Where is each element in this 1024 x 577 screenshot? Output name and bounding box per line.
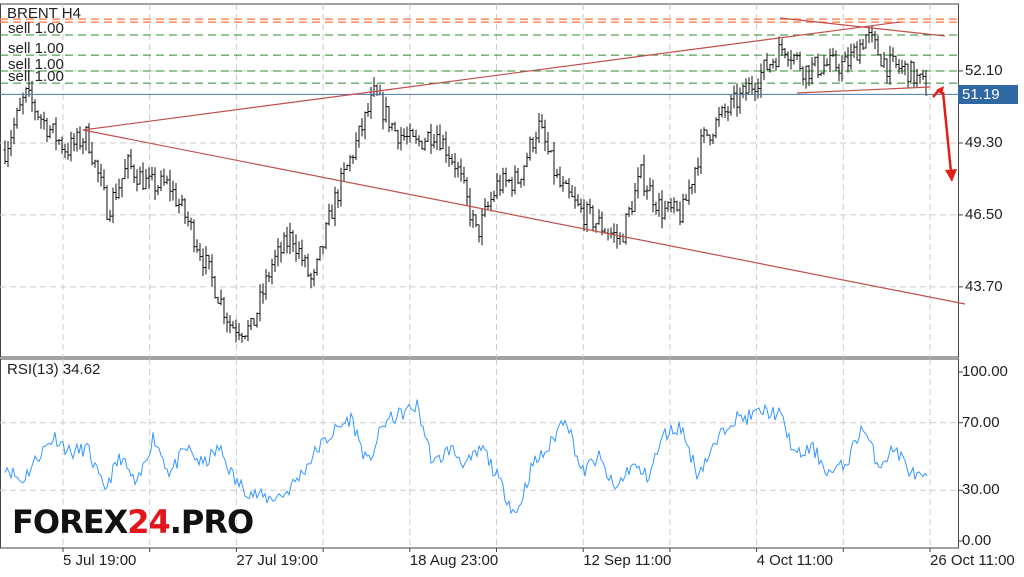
sell-order-label: sell 1.00: [8, 56, 64, 73]
rsi-line: [4, 399, 928, 515]
time-tick-label: 18 Aug 23:00: [409, 552, 499, 569]
main-panel-frame: [0, 3, 959, 358]
triangle-lower-line: [796, 86, 931, 94]
time-tick-label: 12 Sep 11:00: [583, 552, 672, 569]
arrow-down-icon: [941, 91, 953, 173]
time-tick-label: 27 Jul 19:00: [236, 552, 319, 569]
sell-order-label: sell 1.00: [8, 68, 64, 86]
time-tick-label: 26 Oct 11:00: [930, 552, 1015, 569]
forex24-logo: FOREX24.PRO: [12, 503, 254, 541]
price-tick-label: 43.70: [965, 277, 1003, 295]
sell-order-label: sell 1.00: [8, 20, 64, 38]
rsi-panel-frame: [0, 358, 959, 549]
price-tick-label: 46.50: [965, 205, 1003, 223]
arrow-up-head-icon: [936, 86, 944, 95]
rsi-tick-label: 100.00: [962, 363, 1008, 380]
price-tick-label: 49.30: [965, 133, 1003, 151]
price-tick-label: 52.10: [965, 62, 1003, 79]
lower-trendline: [82, 129, 966, 305]
sell-order-label: sell 1.00: [8, 40, 64, 58]
rsi-tick-label: 70.00: [962, 413, 1000, 431]
upper-trendline: [82, 21, 901, 131]
current-price-label: 51.19: [958, 85, 1018, 104]
time-tick-label: 4 Oct 11:00: [756, 552, 834, 569]
arrow-down-head-icon: [945, 169, 957, 182]
rsi-tick-label: 0.00: [962, 532, 992, 549]
triangle-upper-line: [779, 17, 946, 37]
time-tick-label: 5 Jul 19:00: [63, 552, 137, 569]
chart-title: BRENT H4: [7, 5, 81, 22]
rsi-label: RSI(13) 34.62: [7, 361, 101, 378]
rsi-tick-label: 30.00: [962, 481, 1000, 499]
